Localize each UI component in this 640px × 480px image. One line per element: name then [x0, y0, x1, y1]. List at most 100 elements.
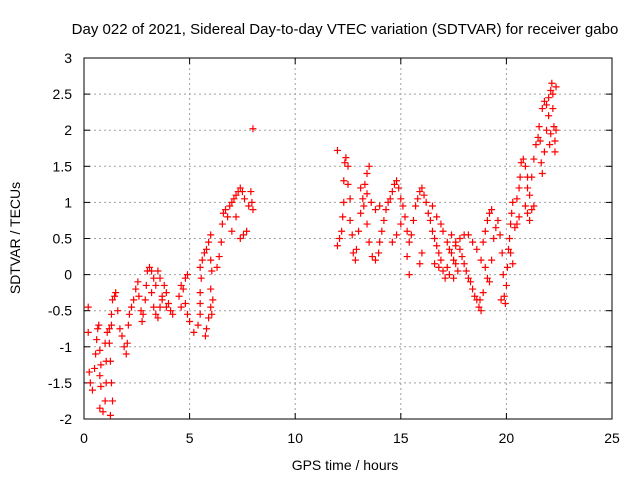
- data-point-marker: [540, 97, 548, 105]
- data-point-marker: [198, 256, 206, 264]
- data-point-marker: [488, 206, 496, 214]
- data-point-marker: [162, 289, 170, 297]
- data-point-marker: [507, 220, 515, 228]
- data-point-marker: [123, 339, 131, 347]
- data-point-marker: [201, 332, 209, 340]
- data-point-marker: [536, 137, 544, 145]
- data-point-marker: [424, 209, 432, 217]
- data-point-marker: [397, 195, 405, 203]
- data-point-marker: [215, 253, 223, 261]
- data-point-marker: [88, 386, 96, 394]
- data-point-marker: [452, 242, 460, 250]
- data-point-marker: [538, 170, 546, 178]
- data-point-marker: [498, 249, 506, 257]
- data-point-marker: [236, 235, 244, 242]
- y-tick-label: -1: [60, 339, 73, 355]
- data-point-marker: [511, 224, 519, 232]
- data-point-marker: [488, 256, 496, 264]
- data-point-marker: [238, 188, 246, 196]
- data-point-marker: [247, 188, 255, 196]
- data-point-marker: [205, 314, 213, 322]
- y-tick-label: 0.5: [53, 231, 73, 247]
- data-point-marker: [154, 267, 162, 275]
- data-point-marker: [245, 202, 253, 210]
- data-point-marker: [86, 379, 94, 387]
- data-point-marker: [443, 263, 451, 271]
- data-point-marker: [111, 292, 119, 300]
- x-tick-label: 10: [287, 430, 303, 446]
- data-point-marker: [128, 303, 136, 311]
- data-point-marker: [471, 292, 479, 300]
- data-point-marker: [418, 249, 426, 257]
- data-point-marker: [105, 325, 113, 333]
- data-point-marker: [97, 383, 105, 391]
- data-point-marker: [548, 79, 556, 87]
- data-point-marker: [112, 289, 120, 297]
- plot-frame: [83, 57, 613, 420]
- data-point-marker: [469, 285, 477, 293]
- data-point-marker: [202, 245, 210, 253]
- data-point-marker: [509, 198, 517, 206]
- data-point-marker: [384, 198, 392, 206]
- data-point-marker: [460, 231, 468, 239]
- data-point-marker: [375, 249, 383, 257]
- data-point-marker: [388, 188, 396, 196]
- data-point-marker: [169, 310, 177, 318]
- data-point-marker: [543, 101, 551, 109]
- data-point-marker: [105, 339, 113, 347]
- data-point-marker: [528, 173, 536, 181]
- data-point-marker: [239, 231, 247, 239]
- y-tick-label: -2: [60, 411, 73, 427]
- data-point-marker: [196, 289, 204, 297]
- data-point-marker: [99, 408, 107, 416]
- x-tick-label: 0: [80, 430, 88, 446]
- data-point-marker: [116, 325, 124, 333]
- data-point-marker: [175, 292, 183, 300]
- data-point-marker: [428, 227, 436, 235]
- data-point-marker: [445, 271, 453, 279]
- data-point-marker: [409, 216, 417, 224]
- data-point-marker: [450, 274, 458, 282]
- data-point-marker: [503, 263, 511, 271]
- data-point-marker: [420, 191, 428, 199]
- data-point-marker: [376, 202, 384, 210]
- data-point-marker: [378, 227, 386, 235]
- data-point-marker: [125, 310, 133, 318]
- data-point-marker: [360, 202, 368, 210]
- data-point-marker: [96, 372, 104, 380]
- data-point-marker: [549, 90, 557, 98]
- data-point-marker: [532, 141, 540, 149]
- data-point-marker: [181, 299, 189, 307]
- data-point-marker: [348, 231, 356, 239]
- data-point-marker: [513, 220, 521, 228]
- data-point-marker: [122, 350, 130, 358]
- data-point-marker: [135, 292, 143, 300]
- data-point-marker: [486, 209, 494, 217]
- data-point-marker: [513, 195, 521, 203]
- data-point-marker: [346, 195, 354, 203]
- data-point-marker: [475, 303, 483, 311]
- data-point-marker: [209, 296, 217, 304]
- data-point-marker: [516, 173, 524, 181]
- y-tick-label: 0: [64, 267, 72, 283]
- data-points: [84, 79, 560, 419]
- data-point-marker: [336, 235, 344, 242]
- data-point-marker: [405, 238, 413, 246]
- data-point-marker: [494, 216, 502, 224]
- data-point-marker: [454, 267, 462, 275]
- data-point-marker: [433, 242, 441, 250]
- data-point-marker: [528, 206, 536, 214]
- data-point-marker: [466, 278, 474, 286]
- data-point-marker: [405, 271, 413, 279]
- data-point-marker: [492, 224, 500, 232]
- data-point-marker: [447, 249, 455, 257]
- data-point-marker: [431, 260, 439, 268]
- data-point-marker: [407, 231, 415, 239]
- data-point-marker: [418, 184, 426, 192]
- data-point-marker: [534, 133, 542, 141]
- data-point-marker: [152, 281, 160, 289]
- data-point-marker: [186, 318, 194, 326]
- data-point-marker: [526, 191, 534, 199]
- data-point-marker: [483, 274, 491, 282]
- data-point-marker: [368, 253, 376, 261]
